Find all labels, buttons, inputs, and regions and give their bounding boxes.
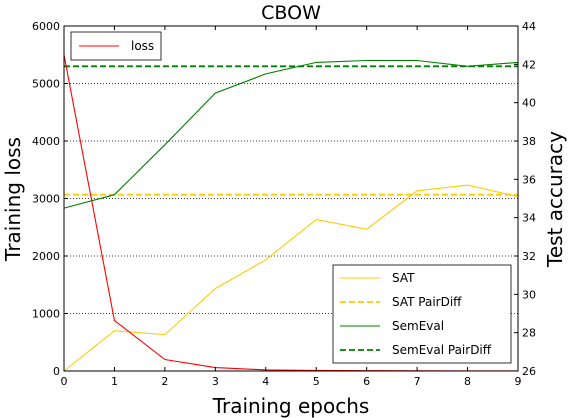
x-tick-label-8: 8 — [464, 375, 471, 388]
right-y-tick-label-0: 26 — [522, 365, 536, 378]
right-y-tick-label-7: 40 — [522, 97, 536, 110]
x-axis-label: Training epochs — [212, 394, 370, 418]
legend-accuracy-entry-label-1: SAT PairDiff — [392, 295, 462, 309]
series-lines — [63, 54, 519, 372]
chart-title: CBOW — [261, 2, 321, 24]
left-y-tick-label-4: 4000 — [32, 135, 60, 148]
legend-loss-entry-label-0: loss — [131, 39, 154, 53]
legend-loss: loss — [70, 31, 162, 61]
right-y-tick-label-6: 38 — [522, 135, 536, 148]
x-tick-label-7: 7 — [414, 375, 421, 388]
legend-accuracy-box — [332, 264, 512, 364]
left-y-tick-label-6: 6000 — [32, 20, 60, 33]
accuracy-series-line-0 — [63, 184, 519, 372]
right-y-tick-label-4: 34 — [522, 212, 536, 225]
x-tick-label-4: 4 — [262, 375, 269, 388]
x-tick-label-1: 1 — [111, 375, 118, 388]
legend-accuracy-entry-label-3: SemEval PairDiff — [392, 343, 492, 357]
left-y-tick-label-1: 1000 — [32, 308, 60, 321]
legend-accuracy: SAT SAT PairDiff SemEval SemEval PairDiff — [332, 264, 512, 364]
right-y-tick-label-8: 42 — [522, 58, 536, 71]
left-y-tick-label-0: 0 — [53, 365, 60, 378]
legend-accuracy-entry-label-2: SemEval — [392, 319, 444, 333]
x-tick-label-2: 2 — [161, 375, 168, 388]
x-tick-label-5: 5 — [313, 375, 320, 388]
accuracy-series-line-2 — [63, 59, 519, 209]
axis-ticks: 0 1 2 3 4 5 6 7 8 9010002000300040005000600026283… — [32, 20, 536, 388]
left-y-tick-label-2: 2000 — [32, 250, 60, 263]
left-y-tick-label-5: 5000 — [32, 78, 60, 91]
left-y-axis-label: Training loss — [1, 137, 25, 262]
right-y-axis-label: Test accuracy — [543, 131, 567, 268]
x-tick-label-6: 6 — [363, 375, 370, 388]
right-y-tick-label-1: 28 — [522, 327, 536, 340]
right-y-tick-label-9: 44 — [522, 20, 536, 33]
right-y-tick-label-5: 36 — [522, 173, 536, 186]
x-tick-label-9: 9 — [515, 375, 522, 388]
x-tick-label-0: 0 — [61, 375, 68, 388]
left-y-tick-label-3: 3000 — [32, 193, 60, 206]
legend-accuracy-entry-label-0: SAT — [392, 271, 415, 285]
right-y-tick-label-3: 32 — [522, 250, 536, 263]
right-y-tick-label-2: 30 — [522, 288, 536, 301]
x-tick-label-3: 3 — [212, 375, 219, 388]
